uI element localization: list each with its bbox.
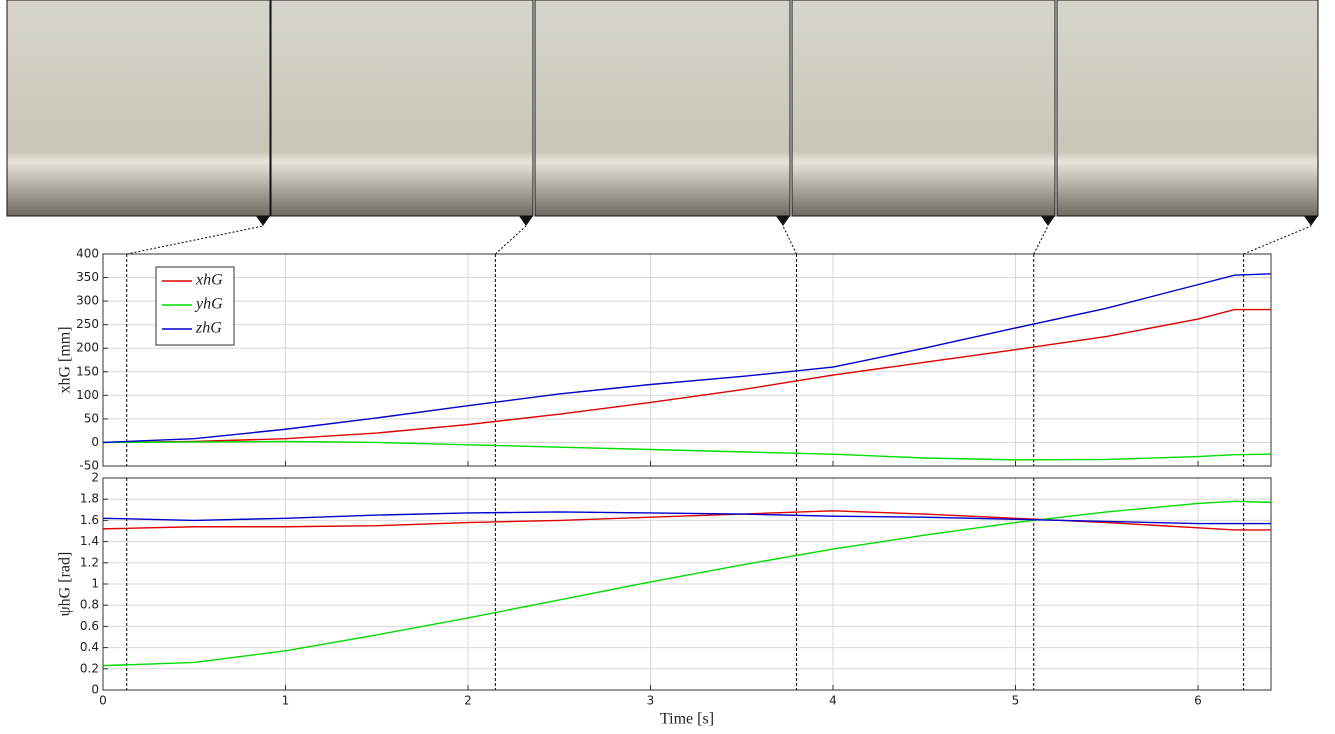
y-tick-label: 350 (76, 270, 99, 284)
y-tick-label: 1.8 (80, 492, 99, 506)
snapshot-connector (1244, 226, 1311, 254)
y-tick-label: 250 (76, 317, 99, 331)
y-axis-label: ψhG [rad] (57, 552, 74, 617)
snapshot-connector (1034, 226, 1048, 254)
plot-area (103, 254, 1271, 466)
photo (7, 0, 270, 216)
x-axis-label: Time [s] (660, 711, 714, 728)
photo (792, 0, 1055, 216)
y-tick-label: 0.4 (80, 640, 99, 654)
x-tick-label: 4 (829, 694, 837, 708)
x-tick-label: 5 (1012, 694, 1020, 708)
photo (271, 0, 533, 216)
snapshot-connector (127, 226, 263, 254)
photo (535, 0, 790, 216)
y-tick-label: 200 (76, 341, 99, 355)
snapshot-connector (783, 226, 797, 254)
y-tick-label: 0.2 (80, 661, 99, 675)
y-tick-label: 0.8 (80, 598, 99, 612)
figure: -50050100150200250300350400xhG [mm]xhGyh… (0, 0, 1335, 734)
y-tick-label: 100 (76, 388, 99, 402)
y-axis-label: xhG [mm] (57, 326, 74, 393)
legend-label: yhG (194, 296, 223, 313)
y-tick-label: 1.2 (80, 555, 99, 569)
pointer (256, 216, 270, 226)
y-tick-label: 50 (84, 411, 99, 425)
snapshot-connector (495, 226, 526, 254)
y-tick-label: 1 (91, 577, 99, 591)
x-tick-label: 0 (99, 694, 107, 708)
y-tick-label: 150 (76, 364, 99, 378)
y-tick-label: 0.6 (80, 619, 99, 633)
y-tick-label: 1.4 (80, 534, 99, 548)
legend-label: zhG (195, 320, 222, 337)
x-tick-label: 6 (1194, 694, 1202, 708)
pointer (1304, 216, 1318, 226)
legend-label: xhG (195, 272, 223, 289)
pointer (776, 216, 790, 226)
photo-strip (7, 0, 1318, 226)
photo (1057, 0, 1318, 216)
pointer (519, 216, 533, 226)
x-tick-label: 1 (282, 694, 290, 708)
pointer (1041, 216, 1055, 226)
y-tick-label: 2 (91, 471, 99, 485)
y-tick-label: 0 (91, 683, 99, 697)
y-tick-label: 1.6 (80, 513, 99, 527)
y-tick-label: 300 (76, 294, 99, 308)
y-tick-label: 0 (91, 435, 99, 449)
x-tick-label: 2 (464, 694, 472, 708)
x-tick-label: 3 (647, 694, 655, 708)
y-tick-label: 400 (76, 247, 99, 261)
